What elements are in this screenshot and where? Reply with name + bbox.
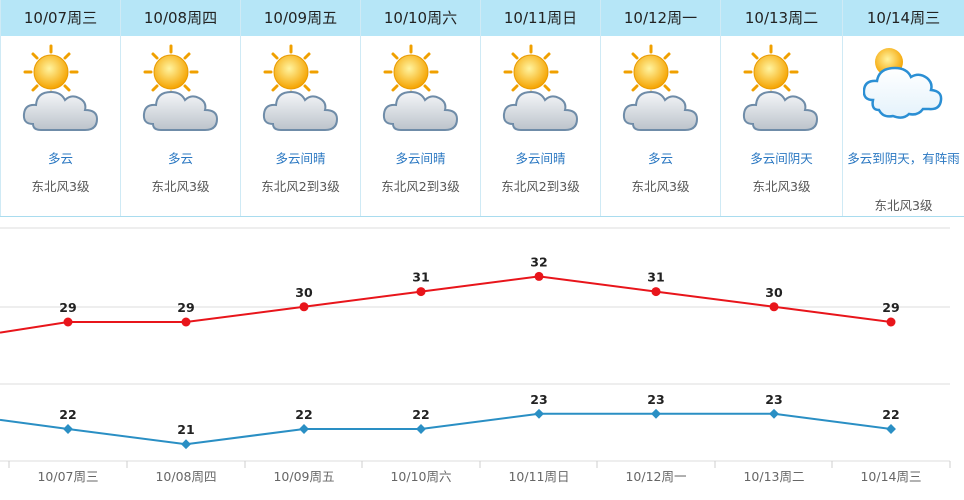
high-temp-label: 30 [765,285,783,300]
wind-info: 东北风3级 [31,179,90,194]
day-date: 10/11周日 [481,0,600,36]
cloud-icon [862,42,943,136]
high-temp-label: 29 [882,300,899,315]
wind-info: 东北风3级 [752,179,811,194]
x-tick-label: 10/13周二 [743,469,804,484]
high-temp-point [63,317,73,327]
day-date: 10/09周五 [241,0,360,36]
high-temp-point [534,271,544,281]
low-temp-point [63,424,73,434]
high-temp-point [299,302,309,312]
weather-description: 多云间阴天 [750,151,813,166]
wind-info: 东北风3级 [151,179,210,194]
low-temp-point [416,424,426,434]
weather-description: 多云到阴天，有阵雨 [847,151,960,166]
sun-cloud-icon [621,42,701,136]
sun-cloud-icon [741,42,821,136]
forecast-day: 10/07周三多云东北风3级 [0,0,120,216]
high-temp-point [416,287,426,297]
high-temp-point [886,317,896,327]
low-temp-point [769,408,779,419]
forecast-day: 10/09周五多云间晴东北风2到3级 [240,0,360,216]
sun-cloud-icon [21,42,101,136]
day-date: 10/08周四 [121,0,240,36]
wind-info: 东北风3级 [874,198,933,213]
low-temp-label: 22 [295,407,312,422]
x-tick-label: 10/14周三 [860,469,921,484]
low-temp-label: 23 [647,392,664,407]
forecast-day: 10/13周二多云间阴天东北风3级 [720,0,842,216]
high-temp-label: 32 [530,254,547,269]
weather-description: 多云间晴 [395,151,446,166]
high-temp-label: 31 [412,270,429,285]
high-temp-point [769,302,779,312]
weather-description: 多云间晴 [275,151,326,166]
wind-info: 东北风2到3级 [501,179,580,194]
weather-description: 多云 [167,151,193,166]
x-tick-label: 10/12周一 [625,469,686,484]
x-tick-label: 10/10周六 [390,469,451,484]
day-date: 10/10周六 [361,0,480,36]
forecast-day: 10/10周六多云间晴东北风2到3级 [360,0,480,216]
low-temp-label: 23 [765,392,782,407]
forecast-day: 10/12周一多云东北风3级 [600,0,720,216]
high-temp-line [0,275,892,334]
weather-description: 多云间晴 [515,151,566,166]
low-temp-point [886,424,896,434]
day-date: 10/14周三 [843,0,964,36]
x-tick-label: 10/08周四 [155,469,216,484]
wind-info: 东北风2到3级 [261,179,340,194]
temperature-chart: 10/07周三 10/08周四 10/09周五 10/10周六 10/11周日 10/12… [0,227,951,484]
day-date: 10/07周三 [1,0,120,36]
sun-cloud-icon [381,42,461,136]
forecast-day: 10/11周日多云间晴东北风2到3级 [480,0,600,216]
high-temp-point [651,287,661,297]
low-temp-point [299,424,309,434]
low-temp-label: 22 [882,407,899,422]
high-temp-label: 31 [647,270,664,285]
day-date: 10/12周一 [601,0,720,36]
sun-cloud-icon [261,42,341,136]
x-tick-label: 10/09周五 [273,469,334,484]
low-temp-label: 22 [412,407,429,422]
sun-cloud-icon [501,42,581,136]
wind-info: 东北风2到3级 [381,179,460,194]
x-tick-label: 10/07周三 [37,469,98,484]
weather-description: 多云 [647,151,673,166]
high-temp-label: 30 [295,285,313,300]
weather-description: 多云 [47,151,73,166]
forecast-panel: 10/07周三 多云 东北风3级 10/08周四 多云 东北风3级 10/09周五 多云间晴东… [0,0,964,217]
low-temp-point [181,439,191,450]
low-temp-label: 23 [530,392,547,407]
low-temp-point [534,408,544,419]
forecast-day: 10/08周四多云东北风3级 [120,0,240,216]
low-temp-line [0,412,892,446]
high-temp-point [181,317,191,327]
high-temp-label: 29 [177,300,194,315]
high-temp-label: 29 [59,300,76,315]
low-temp-label: 22 [59,407,76,422]
day-date: 10/13周二 [721,0,842,36]
x-tick-label: 10/11周日 [508,469,569,484]
low-temp-point [651,408,661,419]
forecast-day: 10/14周三多云到阴天，有阵雨 东北风3级 [842,0,964,216]
sun-cloud-icon [141,42,221,136]
wind-info: 东北风3级 [631,179,690,194]
low-temp-label: 21 [177,422,194,437]
